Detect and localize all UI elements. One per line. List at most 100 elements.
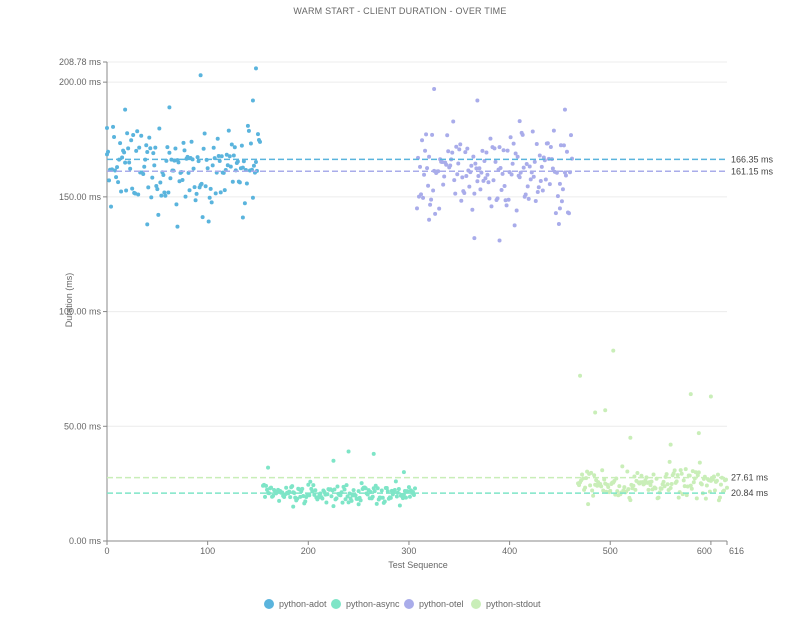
point-python-stdout [592, 473, 597, 478]
point-python-adot [226, 128, 231, 133]
point-python-stdout [633, 487, 638, 492]
point-python-stdout [606, 485, 611, 490]
point-python-async [295, 496, 300, 501]
point-python-async [301, 494, 306, 499]
point-python-adot [200, 215, 205, 220]
point-python-async [370, 494, 375, 499]
point-python-otel [486, 180, 491, 185]
point-python-adot [163, 193, 168, 198]
point-python-otel [510, 161, 515, 166]
point-python-async [331, 458, 336, 463]
point-python-otel [508, 135, 513, 140]
point-python-otel [426, 183, 431, 188]
point-python-adot [135, 129, 140, 134]
point-python-otel [503, 198, 508, 203]
point-python-adot [142, 164, 147, 169]
point-python-async [346, 500, 351, 505]
point-python-async [358, 498, 363, 503]
legend: python-adot python-async python-otel python… [264, 599, 541, 609]
point-python-otel [533, 199, 538, 204]
point-python-async [397, 503, 402, 508]
point-python-otel [428, 202, 433, 207]
point-python-stdout [603, 408, 608, 413]
point-python-adot [152, 163, 157, 168]
point-python-stdout [600, 468, 605, 473]
point-python-otel [495, 196, 500, 201]
point-python-otel [504, 203, 509, 208]
point-python-stdout [593, 410, 598, 415]
point-python-otel [419, 192, 424, 197]
point-python-otel [457, 147, 462, 152]
point-python-async [380, 495, 385, 500]
point-python-async [382, 499, 387, 504]
point-python-adot [210, 163, 215, 168]
point-python-otel [427, 154, 432, 159]
point-python-adot [222, 188, 227, 193]
point-python-adot [207, 195, 212, 200]
point-python-async [385, 489, 390, 494]
point-python-adot [139, 133, 144, 138]
point-python-adot [191, 166, 196, 171]
point-python-adot [201, 146, 206, 151]
data-points [105, 66, 729, 509]
point-python-otel [501, 148, 506, 153]
point-python-stdout [631, 483, 636, 488]
y-tick-label: 150.00 ms [59, 192, 102, 202]
point-python-adot [116, 180, 121, 185]
point-python-async [306, 482, 311, 487]
point-python-stdout [688, 483, 693, 488]
point-python-stdout [687, 473, 692, 478]
point-python-otel [525, 184, 530, 189]
y-tick-label: 200.00 ms [59, 77, 102, 87]
point-python-stdout [672, 468, 677, 473]
point-python-otel [521, 165, 526, 170]
point-python-adot [161, 173, 166, 178]
point-python-async [345, 494, 350, 499]
point-python-adot [240, 215, 245, 220]
point-python-otel [489, 204, 494, 209]
point-python-stdout [717, 495, 722, 500]
point-python-stdout [688, 392, 693, 397]
point-python-adot [110, 167, 115, 172]
point-python-adot [239, 143, 244, 148]
point-python-stdout [656, 495, 661, 500]
point-python-otel [557, 181, 562, 186]
point-python-stdout [684, 493, 689, 498]
point-python-otel [536, 185, 541, 190]
point-python-async [393, 479, 398, 484]
point-python-stdout [642, 481, 647, 486]
x-tick-label: 0 [104, 546, 109, 556]
point-python-adot [162, 190, 167, 195]
point-python-adot [127, 160, 132, 165]
reference-label-python-otel: 161.15 ms [731, 166, 774, 176]
point-python-async [311, 483, 316, 488]
legend-label-python-stdout: python-stdout [486, 599, 541, 609]
point-python-adot [208, 186, 213, 191]
point-python-adot [185, 154, 190, 159]
point-python-stdout [676, 495, 681, 500]
point-python-otel [551, 128, 556, 133]
point-python-async [349, 498, 354, 503]
point-python-async [392, 488, 397, 493]
point-python-adot [246, 128, 251, 133]
point-python-otel [540, 188, 545, 193]
x-tick-label: 200 [301, 546, 316, 556]
point-python-async [384, 485, 389, 490]
point-python-adot [237, 180, 242, 185]
point-python-async [277, 498, 282, 503]
point-python-otel [553, 211, 558, 216]
point-python-otel [550, 166, 555, 171]
point-python-otel [452, 178, 457, 183]
point-python-otel [487, 196, 492, 201]
point-python-otel [564, 149, 569, 154]
point-python-async [351, 488, 356, 493]
point-python-adot [213, 191, 218, 196]
point-python-stdout [651, 472, 656, 477]
point-python-adot [137, 145, 142, 150]
point-python-adot [202, 131, 207, 136]
point-python-adot [244, 181, 249, 186]
point-python-stdout [601, 488, 606, 493]
point-python-adot [194, 191, 199, 196]
point-python-otel [472, 191, 477, 196]
point-python-stdout [715, 472, 720, 477]
